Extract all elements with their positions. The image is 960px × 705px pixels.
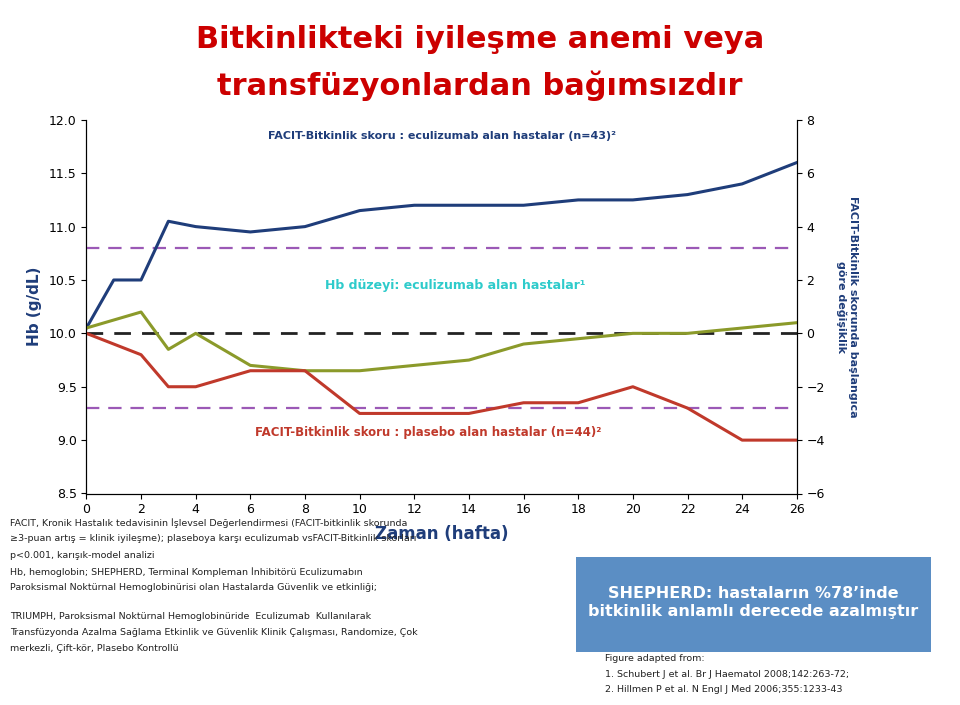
Text: transfüzyonlardan bağımsızdır: transfüzyonlardan bağımsızdır [217, 70, 743, 101]
Text: merkezli, Çift-kör, Plasebo Kontrollü: merkezli, Çift-kör, Plasebo Kontrollü [10, 644, 179, 654]
Text: SHEPHERD: hastaların %78’inde
bitkinlik anlamlı derecede azalmıştır: SHEPHERD: hastaların %78’inde bitkinlik … [588, 587, 919, 619]
Text: Paroksismal Noktürnal Hemoglobinürisi olan Hastalarda Güvenlik ve etkinliği;: Paroksismal Noktürnal Hemoglobinürisi ol… [10, 583, 376, 592]
Text: FACIT-Bitkinlik skoru : plasebo alan hastalar (n=44)²: FACIT-Bitkinlik skoru : plasebo alan has… [254, 426, 601, 439]
Text: Hb, hemoglobin; SHEPHERD, Terminal Kompleman İnhibitörü Eculizumabın: Hb, hemoglobin; SHEPHERD, Terminal Kompl… [10, 567, 362, 577]
Y-axis label: FACIT-Bitkinlik skorunda başlangıca
göre değişiklik: FACIT-Bitkinlik skorunda başlangıca göre… [836, 196, 858, 417]
Text: Figure adapted from:: Figure adapted from: [605, 654, 705, 663]
Y-axis label: Hb (g/dL): Hb (g/dL) [27, 267, 42, 346]
Text: p<0.001, karışık-model analizi: p<0.001, karışık-model analizi [10, 551, 155, 560]
Text: TRIUMPH, Paroksismal Noktürnal Hemoglobinüride  Eculizumab  Kullanılarak: TRIUMPH, Paroksismal Noktürnal Hemoglobi… [10, 612, 371, 621]
Text: ≥3-puan artış = klinik iyileşme); plaseboya karşı eculizumab vsFACIT-Bitkinlik s: ≥3-puan artış = klinik iyileşme); plaseb… [10, 534, 416, 544]
Text: FACIT, Kronik Hastalık tedavisinin İşlevsel Değerlendirmesi (FACIT-bitkinlik sko: FACIT, Kronik Hastalık tedavisinin İşlev… [10, 518, 407, 528]
Text: FACIT-Bitkinlik skoru : eculizumab alan hastalar (n=43)²: FACIT-Bitkinlik skoru : eculizumab alan … [268, 131, 615, 141]
Text: Bitkinlikteki iyileşme anemi veya: Bitkinlikteki iyileşme anemi veya [196, 25, 764, 54]
Text: Hb düzeyi: eculizumab alan hastalar¹: Hb düzeyi: eculizumab alan hastalar¹ [325, 278, 586, 292]
X-axis label: Zaman (hafta): Zaman (hafta) [374, 525, 509, 543]
Text: 2. Hillmen P et al. N Engl J Med 2006;355:1233-43: 2. Hillmen P et al. N Engl J Med 2006;35… [605, 685, 842, 694]
Text: Transfüzyonda Azalma Sağlama Etkinlik ve Güvenlik Klinik Çalışması, Randomize, Ç: Transfüzyonda Azalma Sağlama Etkinlik ve… [10, 628, 418, 637]
FancyBboxPatch shape [555, 551, 952, 658]
Text: 1. Schubert J et al. Br J Haematol 2008;142:263-72;: 1. Schubert J et al. Br J Haematol 2008;… [605, 670, 849, 679]
